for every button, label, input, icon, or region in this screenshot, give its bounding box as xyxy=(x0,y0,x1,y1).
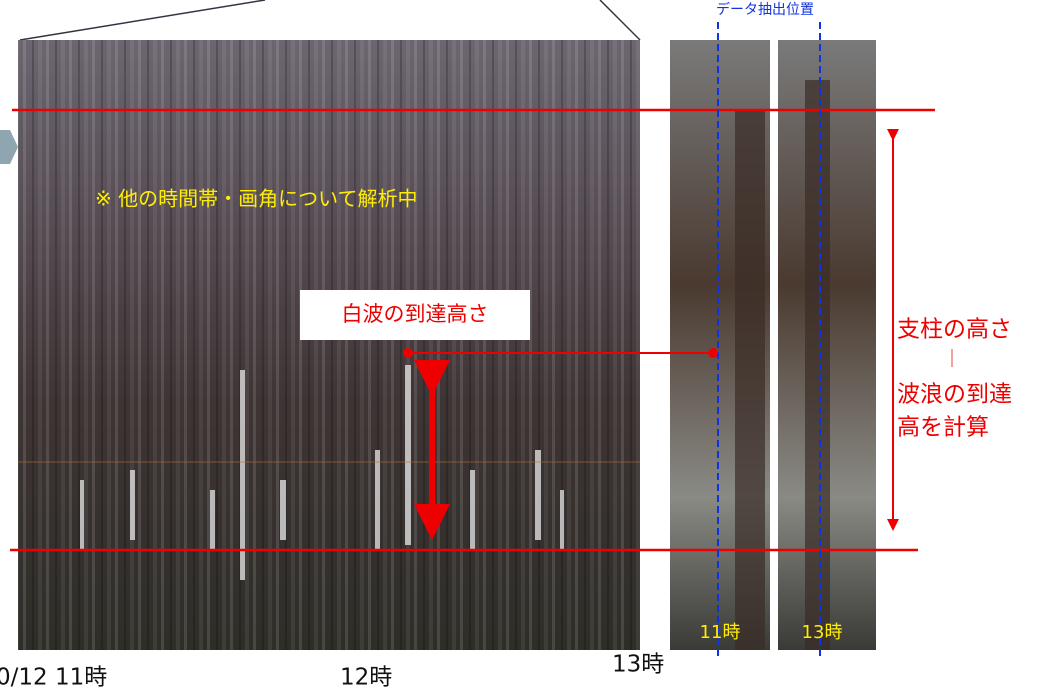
diagram: データ抽出位置 ※ 他の時間帯・画角について解析中 白波の到達高さ 支柱の高さ … xyxy=(0,0,1043,693)
analysis-note: ※ 他の時間帯・画角について解析中 xyxy=(95,187,418,211)
explanation-line: ｜ xyxy=(943,349,961,370)
time-label: 0/12 11時 xyxy=(0,665,107,691)
pillar xyxy=(735,110,765,650)
explanation-line: 支柱の高さ xyxy=(897,317,1012,343)
time-label: 13時 xyxy=(612,652,664,678)
nav-chevron xyxy=(0,130,18,164)
connector-dot xyxy=(708,348,718,358)
time-label: 12時 xyxy=(340,665,392,691)
zoom-line xyxy=(600,0,640,40)
explanation-line: 波浪の到達 xyxy=(897,382,1012,408)
callout-text: 白波の到達高さ xyxy=(342,302,489,326)
timestack-texture xyxy=(18,40,640,650)
connector-dot xyxy=(403,348,413,358)
zoom-line xyxy=(20,0,265,40)
photo-time: 13時 xyxy=(802,622,843,643)
pillar xyxy=(805,80,830,650)
explanation-line: 高を計算 xyxy=(897,415,989,441)
figure: データ抽出位置 ※ 他の時間帯・画角について解析中 白波の到達高さ 支柱の高さ … xyxy=(0,0,1043,693)
extraction-label: データ抽出位置 xyxy=(716,1,814,18)
photo-time: 11時 xyxy=(700,622,741,643)
